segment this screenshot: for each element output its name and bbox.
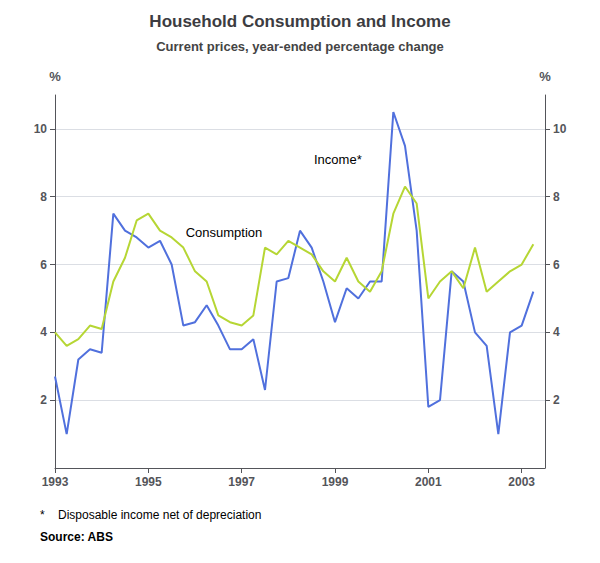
svg-text:2003: 2003 — [508, 475, 535, 489]
svg-text:4: 4 — [553, 325, 560, 339]
svg-text:10: 10 — [34, 122, 48, 136]
svg-text:10: 10 — [553, 122, 567, 136]
svg-text:2: 2 — [553, 393, 560, 407]
svg-text:8: 8 — [40, 190, 47, 204]
svg-text:1999: 1999 — [322, 475, 349, 489]
svg-text:Consumption: Consumption — [186, 225, 263, 240]
svg-text:6: 6 — [40, 258, 47, 272]
svg-text:Household Consumption and Inco: Household Consumption and Income — [149, 12, 450, 31]
svg-text:1993: 1993 — [42, 475, 69, 489]
svg-text:Current prices, year-ended per: Current prices, year-ended percentage ch… — [156, 39, 444, 54]
svg-text:2: 2 — [40, 393, 47, 407]
svg-text:Source: ABS: Source: ABS — [40, 530, 113, 544]
svg-text:* Disposable income net of: * Disposable income net of depreciation — [40, 508, 261, 522]
svg-text:6: 6 — [553, 258, 560, 272]
svg-text:2001: 2001 — [415, 475, 442, 489]
svg-text:%: % — [539, 69, 551, 84]
svg-text:8: 8 — [553, 190, 560, 204]
svg-text:1995: 1995 — [135, 475, 162, 489]
svg-text:1997: 1997 — [228, 475, 255, 489]
svg-text:4: 4 — [40, 325, 47, 339]
svg-text:Income*: Income* — [314, 152, 362, 167]
svg-text:%: % — [49, 69, 61, 84]
